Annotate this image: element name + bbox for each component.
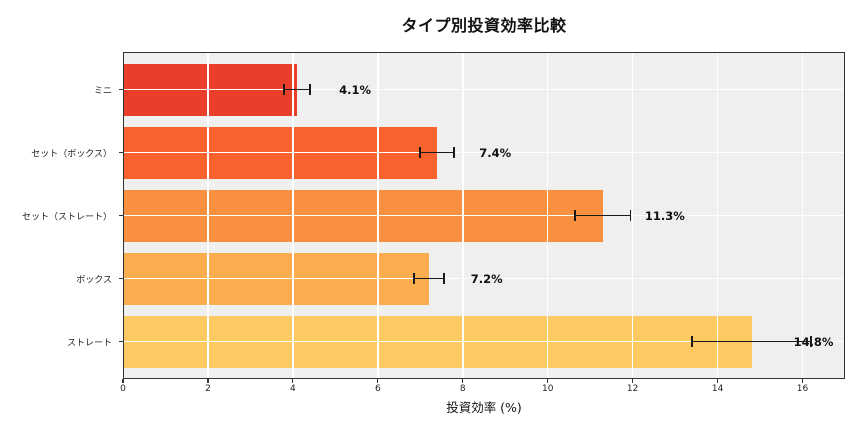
errorbar-layer <box>123 52 845 379</box>
gridline-horizontal <box>123 340 845 343</box>
x-axis-label: 投資効率 (%) <box>446 400 522 415</box>
y-tick-mark <box>119 88 123 91</box>
error-bar-cap-left <box>691 336 693 347</box>
x-tick-mark <box>292 379 294 383</box>
value-label: 11.3% <box>644 208 685 223</box>
value-label: 7.2% <box>470 271 503 286</box>
error-bar-cap-left <box>574 210 577 221</box>
error-bar-cap-right <box>810 336 812 347</box>
x-tick-label: 0 <box>120 384 126 394</box>
value-label: 4.1% <box>339 82 372 97</box>
y-tick-mark <box>119 214 123 217</box>
y-tick-mark <box>119 151 123 154</box>
gridline-horizontal <box>123 151 845 154</box>
y-tick-mark <box>119 340 123 343</box>
y-tick-mark <box>119 277 123 280</box>
error-bar-line <box>420 151 455 154</box>
y-tick-label: セット（ストレート） <box>21 212 112 222</box>
plot-area: 4.1% 7.4% 11.3% 7.2% 14.8% <box>123 52 845 379</box>
x-tick-label: 12 <box>626 384 639 394</box>
gridline-horizontal <box>123 214 845 217</box>
grid-layer <box>123 52 845 379</box>
x-tick-label: 4 <box>290 384 296 394</box>
error-bar-line <box>692 340 811 343</box>
error-bar-cap-left <box>283 84 286 95</box>
error-bar-cap-right <box>308 84 311 95</box>
x-tick-mark <box>377 379 379 383</box>
chart-title: タイプ別投資効率比較 <box>401 16 567 35</box>
x-tick-mark <box>462 379 464 383</box>
x-tick-label: 16 <box>796 384 809 394</box>
error-bar-cap-left <box>419 147 422 158</box>
x-tick-label: 6 <box>374 384 381 394</box>
y-tick-label: セット（ボックス） <box>31 149 112 159</box>
gridline-horizontal <box>123 277 845 280</box>
x-tick-label: 2 <box>205 384 211 394</box>
value-label-layer: 4.1% 7.4% 11.3% 7.2% 14.8% <box>123 52 845 379</box>
error-bar-cap-right <box>629 210 632 221</box>
x-tick-label: 8 <box>459 384 466 394</box>
error-bar-cap-right <box>442 273 445 284</box>
error-bar-line <box>575 214 631 217</box>
x-tick-mark <box>716 379 719 383</box>
error-bar-line <box>413 277 444 280</box>
gridline-horizontal <box>123 88 845 91</box>
x-tick-mark <box>547 379 549 383</box>
value-label: 14.8% <box>793 334 834 349</box>
x-tick-mark <box>122 379 124 383</box>
error-bar-cap-right <box>453 147 456 158</box>
x-tick-label: 10 <box>541 384 554 394</box>
x-tick-mark <box>207 379 209 383</box>
value-label: 7.4% <box>479 145 512 160</box>
y-tick-label: ボックス <box>76 275 112 285</box>
y-tick-label: ストレート <box>66 338 112 348</box>
x-tick-mark <box>632 379 634 383</box>
error-bar-cap-left <box>413 273 415 284</box>
x-tick-label: 14 <box>711 384 724 394</box>
y-tick-label: ミニ <box>93 86 112 96</box>
error-bar-line <box>284 88 310 91</box>
x-tick-mark <box>801 379 804 383</box>
